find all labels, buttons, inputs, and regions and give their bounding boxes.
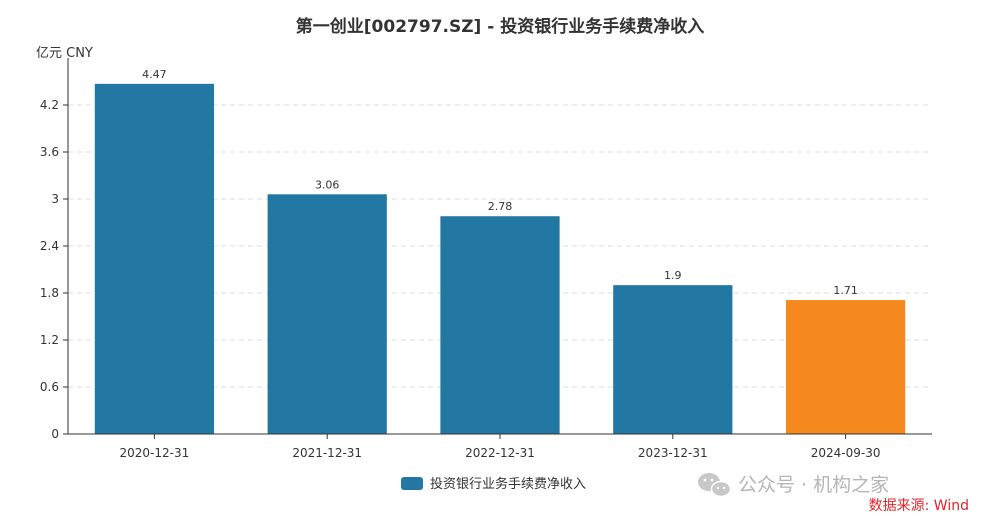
bar[interactable]: [267, 194, 387, 434]
data-label: 4.47: [142, 68, 167, 81]
y-tick-label: 1.2: [40, 333, 59, 347]
bar[interactable]: [94, 83, 215, 434]
x-tick-label: 2020-12-31: [120, 446, 190, 460]
bars: 4.47 3.06 2.78 1.9 1.71: [94, 68, 906, 434]
bar[interactable]: [785, 300, 906, 434]
y-tick-label: 2.4: [40, 239, 59, 253]
data-label: 1.71: [833, 284, 858, 297]
chart-title: 第一创业[002797.SZ] - 投资银行业务手续费净收入: [296, 16, 704, 37]
data-label: 2.78: [488, 200, 513, 213]
legend[interactable]: 投资银行业务手续费净收入: [401, 476, 586, 492]
y-tick-label: 0: [51, 427, 59, 441]
watermark-text: 公众号 · 机构之家: [738, 474, 889, 496]
x-tick-label: 2021-12-31: [292, 446, 362, 460]
y-tick-label: 3: [51, 192, 59, 206]
y-tick-label: 4.2: [40, 98, 59, 112]
axes: 0 0.6 1.2 1.8 2.4 3 3.6 4.2 2020-12-31 2021-12-31…: [40, 58, 932, 460]
data-label: 3.06: [315, 178, 340, 191]
legend-label: 投资银行业务手续费净收入: [430, 476, 586, 492]
x-tick-label: 2023-12-31: [638, 446, 708, 460]
y-tick-label: 1.8: [40, 286, 59, 300]
bar[interactable]: [613, 285, 733, 434]
watermark: 公众号 · 机构之家: [698, 473, 889, 498]
y-axis-unit-label: 亿元 CNY: [36, 46, 93, 61]
x-tick-label: 2022-12-31: [465, 446, 535, 460]
y-tick-label: 3.6: [40, 145, 59, 159]
data-label: 1.9: [664, 269, 682, 282]
bar[interactable]: [440, 216, 560, 434]
data-source-label: 数据来源: Wind: [869, 498, 969, 514]
x-tick-label: 2024-09-30: [811, 446, 881, 460]
legend-swatch: [401, 477, 423, 490]
wechat-icon: [698, 473, 732, 498]
y-tick-label: 0.6: [40, 380, 59, 394]
